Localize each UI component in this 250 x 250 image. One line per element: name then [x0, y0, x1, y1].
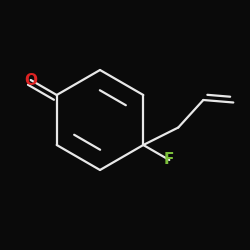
Text: O: O — [24, 72, 37, 88]
Text: F: F — [164, 152, 174, 168]
